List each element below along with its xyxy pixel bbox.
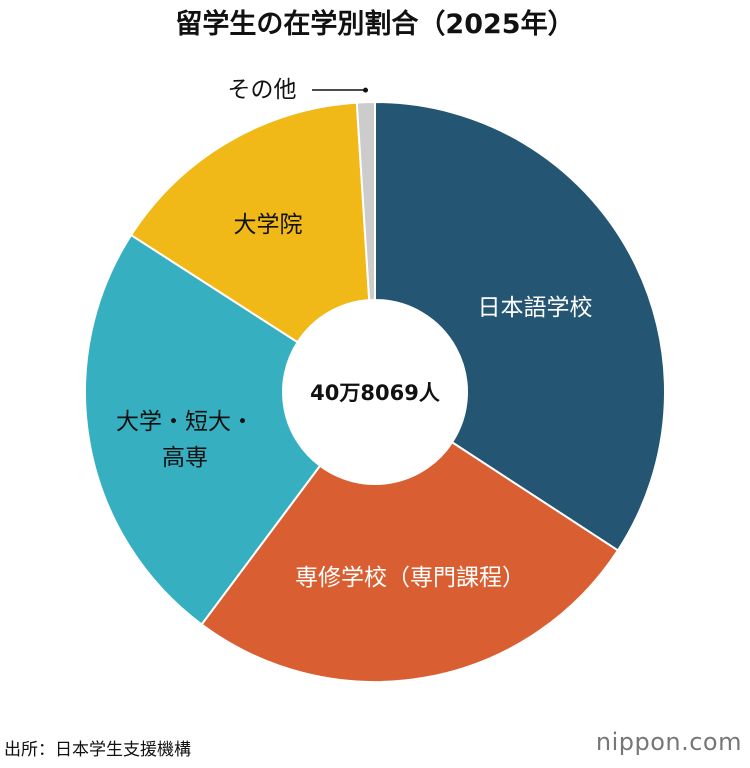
leader-dot (363, 87, 369, 93)
center-label: 40万8069人 (310, 381, 440, 405)
segment-label: 大学・短大・高専 (116, 409, 254, 471)
donut-segment (374, 100, 666, 552)
logo: nippon.com (595, 728, 742, 756)
source: 出所：日本学生支援機構 (4, 740, 191, 760)
donut-segment (129, 101, 371, 344)
segment-label: 日本語学校 (477, 295, 593, 321)
segment-label: その他 (227, 77, 297, 103)
donut-segment (84, 233, 322, 626)
segment-label: 専修学校（専門課程） (295, 565, 525, 591)
donut-segment (200, 440, 620, 683)
donut-segment (355, 100, 376, 302)
segment-label: 大学院 (233, 212, 303, 238)
chart-title: 留学生の在学別割合（2025年） (175, 9, 575, 40)
